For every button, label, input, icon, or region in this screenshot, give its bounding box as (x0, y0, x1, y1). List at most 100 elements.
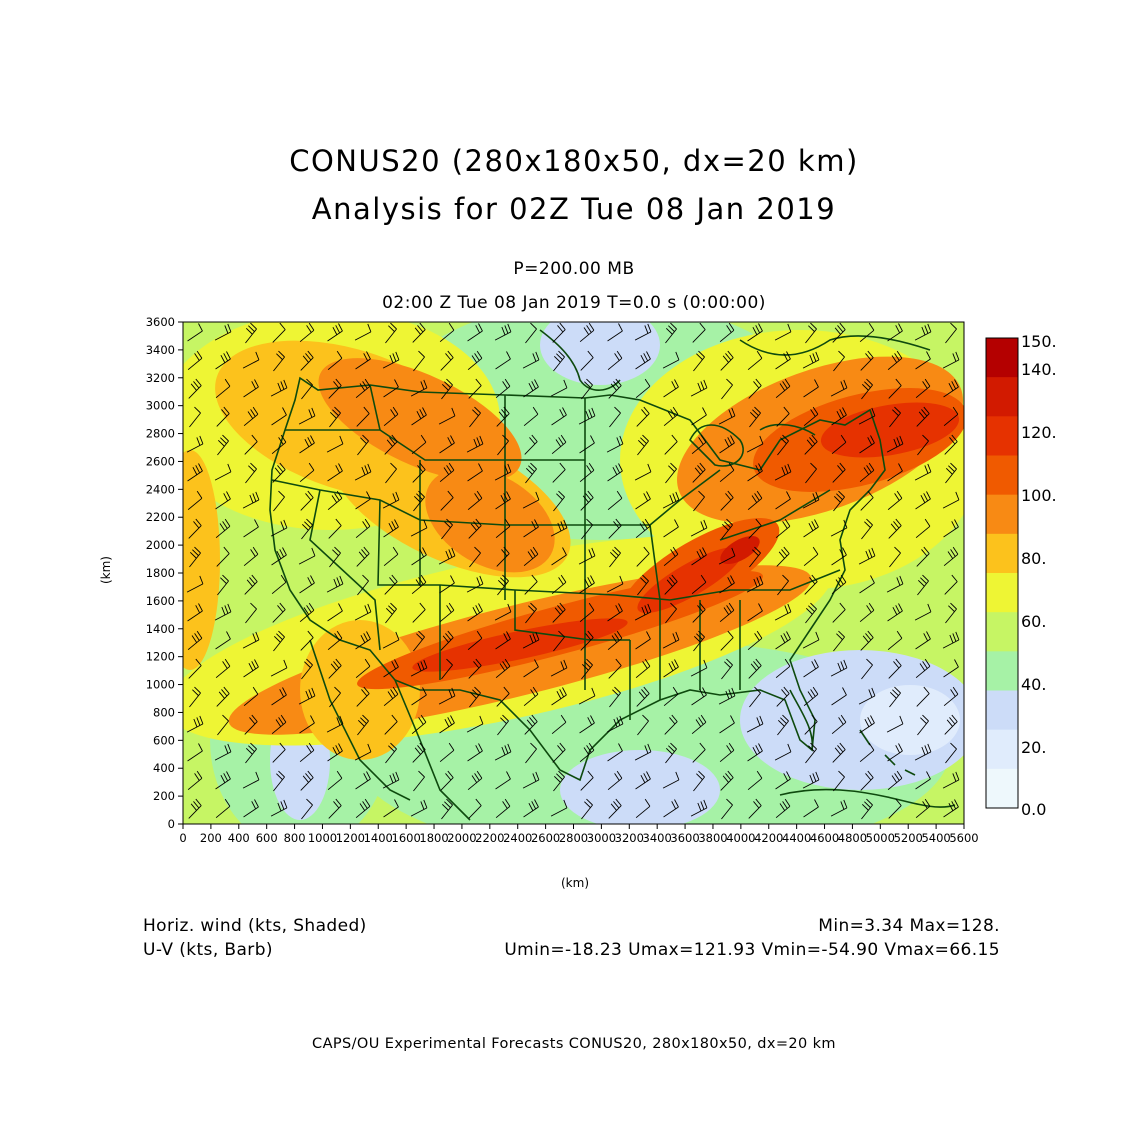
x-axis-title: (km) (561, 876, 590, 890)
wind-barb (525, 322, 537, 344)
wind-barb (887, 743, 903, 762)
wind-barb (859, 742, 875, 763)
wind-barb (917, 434, 929, 456)
wind-barb (439, 715, 455, 734)
wind-barb (888, 798, 902, 819)
wind-barb (859, 462, 875, 483)
wind-barb (607, 743, 623, 762)
wind-barb (635, 658, 651, 679)
wind-barb (355, 518, 371, 539)
wind-barb (495, 518, 511, 539)
wind-barb (497, 574, 509, 596)
wind-barb (188, 378, 202, 399)
wind-barb (943, 799, 959, 818)
wind-barb (636, 546, 650, 567)
wind-barb (300, 350, 314, 371)
wind-barb (383, 659, 399, 678)
wind-barb (579, 322, 595, 343)
wind-barb (607, 603, 623, 622)
wind-barb (525, 742, 537, 764)
wind-barb (467, 490, 483, 511)
x-tick-label: 600 (256, 831, 278, 845)
wind-barb (916, 546, 930, 567)
y-tick-label: 0 (168, 817, 175, 831)
wind-barb (551, 574, 567, 595)
wind-barb (580, 490, 594, 511)
y-tick-label: 400 (153, 761, 175, 775)
wind-barb (663, 519, 679, 538)
wind-barb (355, 658, 371, 679)
wind-barb (721, 378, 733, 400)
x-tick-label: 200 (200, 831, 222, 845)
wind-barb (803, 659, 819, 678)
wind-barb (189, 546, 201, 568)
wind-barb (609, 546, 621, 568)
wind-barb (664, 434, 678, 455)
wind-barb (301, 798, 313, 820)
wind-barb (943, 686, 959, 707)
wind-barb (803, 379, 819, 398)
wind-barb (662, 351, 680, 369)
wind-barb (383, 519, 399, 538)
wind-barb (439, 462, 455, 483)
wind-barb (692, 602, 706, 623)
colorbar-swatch (986, 729, 1018, 770)
wind-barb (693, 630, 705, 652)
wind-barb (523, 799, 539, 818)
x-tick-label: 5200 (894, 831, 923, 845)
wind-barbs (186, 322, 960, 820)
x-axis-ticks: 0 200 400 600 800 100012001400160018002000220… (179, 824, 979, 845)
wind-barb (189, 406, 201, 428)
wind-barb (438, 407, 456, 425)
wind-barb (215, 491, 231, 510)
wind-barb (804, 714, 818, 735)
wind-barb (383, 406, 399, 427)
wind-barb (832, 602, 846, 623)
wind-barb (663, 799, 679, 818)
wind-barb (663, 546, 679, 567)
x-tick-label: 0 (179, 831, 186, 845)
wind-barb (216, 406, 230, 427)
colorbar-swatch (986, 494, 1018, 535)
wind-barb (215, 631, 231, 650)
wind-barb (328, 798, 342, 819)
wind-barb (720, 770, 734, 791)
wind-barb (803, 519, 819, 538)
wind-barb (860, 770, 874, 791)
y-tick-label: 2000 (146, 538, 175, 552)
wind-barb (411, 407, 427, 426)
wind-barb (243, 659, 259, 678)
wind-barb (664, 574, 678, 595)
wind-barb (609, 686, 621, 708)
wind-barb (440, 350, 454, 371)
wind-barb (327, 743, 343, 762)
wind-barb (382, 491, 400, 509)
wind-barb (525, 462, 537, 484)
wind-barb (691, 547, 707, 566)
wind-barb (524, 714, 538, 735)
wind-barb (945, 322, 957, 344)
wind-barb (663, 379, 679, 398)
wind-barb (189, 686, 201, 708)
y-tick-label: 1800 (146, 566, 175, 580)
x-tick-label: 4400 (782, 831, 811, 845)
wind-barb (494, 323, 512, 341)
wind-barb (634, 323, 652, 341)
wind-barb (382, 771, 400, 789)
wind-barb (915, 771, 931, 790)
wind-barb (942, 351, 960, 369)
wind-barb (803, 546, 819, 567)
wind-barb (774, 743, 792, 761)
wind-barb (243, 546, 259, 567)
x-tick-label: 1800 (419, 831, 448, 845)
wind-barb (523, 406, 539, 427)
wind-barb (413, 770, 425, 792)
wind-barb (775, 491, 791, 510)
wind-barb (943, 379, 959, 398)
wind-barb (497, 714, 509, 736)
wind-barb (635, 798, 651, 819)
wind-barb (774, 603, 792, 621)
wind-barb (216, 686, 230, 707)
wind-barb (383, 686, 399, 707)
